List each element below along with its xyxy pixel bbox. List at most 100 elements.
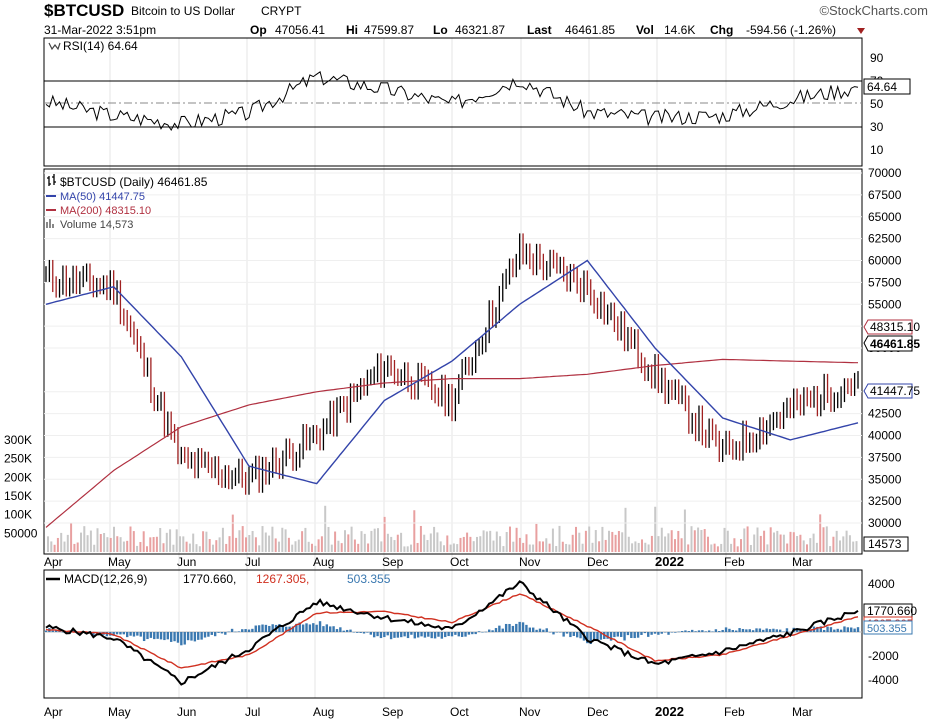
macd-hist-bar: [369, 632, 372, 635]
volume-bar: [419, 525, 422, 552]
volume-bar: [469, 536, 472, 552]
volume-bar: [713, 543, 716, 552]
volume-bar: [492, 540, 495, 552]
x-tick-label: Oct: [450, 555, 469, 569]
macd-hist-bar: [298, 622, 301, 632]
volume-bar: [773, 532, 775, 552]
macd-hist-bar: [122, 632, 126, 635]
x-tick-label: May: [108, 555, 131, 569]
macd-hist-bar: [633, 632, 636, 639]
macd-hist-bar: [552, 632, 555, 635]
volume-bar: [172, 544, 175, 552]
volume-bar: [479, 536, 482, 552]
volume-bar: [208, 539, 211, 552]
macd-hist-bar: [244, 629, 247, 632]
macd-hist-bar: [430, 632, 433, 639]
volume-bar: [581, 543, 584, 552]
last-value: 46461.85: [565, 23, 615, 37]
volume-bar: [601, 526, 604, 552]
volume-bar: [215, 540, 218, 552]
macd-hist-bar: [237, 631, 241, 632]
macd-hist-bar: [278, 624, 281, 632]
macd-hist-bar: [508, 623, 511, 632]
macd-hist-bar: [241, 629, 244, 632]
last-price-tag-box: [863, 335, 913, 352]
rsi-panel-frame: [43, 37, 863, 167]
macd-hist-bar: [839, 629, 843, 632]
volume-bar: [47, 536, 49, 552]
macd-panel-frame: [43, 569, 863, 699]
x-tick-label: Aug: [313, 705, 334, 719]
macd-hist-bar: [139, 632, 142, 637]
macd-hist-bar: [674, 632, 677, 633]
symbol-title: $BTCUSD: [44, 1, 124, 20]
ma200-legend: MA(200) 48315.10: [60, 205, 151, 217]
macd-hist-bar: [362, 632, 366, 634]
macd-hist-bar: [653, 632, 657, 634]
macd-hist-bar: [684, 630, 687, 632]
price-tick-label: 32500: [868, 494, 902, 508]
volume-bar: [281, 527, 284, 552]
macd-hist-bar: [359, 632, 362, 633]
macd-hist-bar: [153, 632, 156, 640]
volume-bars: [47, 505, 858, 552]
volume-bar: [264, 532, 267, 552]
volume-bar: [175, 529, 178, 552]
volume-bar: [575, 526, 577, 552]
x-tick-label: Jun: [177, 705, 196, 719]
macd-hist-bar: [694, 631, 697, 632]
volume-bar: [594, 530, 597, 552]
volume-bar: [50, 541, 53, 552]
volume-bar: [621, 532, 624, 552]
brand-watermark: ©StockCharts.com: [819, 3, 928, 18]
macd-hist-bar: [613, 632, 616, 638]
macd-hist-bar: [315, 624, 318, 632]
volume-bar: [703, 529, 706, 552]
volume-bar: [730, 543, 733, 552]
rsi-axis: 9070503010: [870, 51, 884, 157]
volume-bar: [802, 540, 805, 552]
x-tick-label: Sep: [382, 705, 404, 719]
macd-hist-bar: [714, 629, 718, 632]
volume-bar: [406, 546, 409, 552]
volume-bar: [565, 543, 568, 552]
volume-bar: [109, 537, 112, 552]
macd-hist-bar: [789, 632, 792, 633]
macd-hist-bar: [484, 631, 488, 633]
volume-bar: [829, 546, 832, 552]
volume-bar: [188, 543, 191, 552]
volume-bar: [142, 531, 145, 552]
volume-bar: [746, 526, 749, 552]
volume-bar: [235, 537, 238, 552]
macd-hist-bar: [850, 627, 853, 632]
macd-hist-bar: [305, 623, 308, 632]
macd-hist-bar: [132, 632, 136, 637]
macd-hist-bar: [420, 632, 423, 637]
volume-bar: [792, 532, 795, 552]
volume-bar: [314, 545, 317, 552]
volume-bar: [687, 544, 690, 552]
volume-bar: [634, 541, 637, 552]
macd-hist-bar: [474, 632, 477, 635]
macd-hist-bar: [826, 626, 829, 632]
macd-hist-bar: [163, 632, 166, 641]
volume-bar: [403, 546, 406, 552]
price-legend: $BTCUSD (Daily) 46461.85 MA(50) 41447.75…: [46, 174, 208, 231]
volume-bar: [545, 538, 548, 552]
price-legend-main: $BTCUSD (Daily) 46461.85: [60, 175, 208, 189]
hi-label: Hi: [346, 23, 358, 37]
x-tick-label: Nov: [519, 705, 540, 719]
macd-hist-bar: [565, 632, 569, 634]
volume-bar: [212, 544, 214, 552]
volume-bar: [360, 531, 363, 552]
macd-hist-bar: [312, 623, 315, 632]
macd-hist-bar: [515, 623, 518, 632]
volume-bar: [690, 526, 693, 552]
volume-bar: [271, 526, 274, 552]
volume-bar: [287, 537, 290, 552]
volume-bar: [495, 531, 498, 552]
macd-hist-bar: [301, 624, 305, 632]
volume-bar: [60, 532, 63, 552]
volume-bar: [86, 535, 89, 552]
macd-hist-bar: [660, 632, 663, 634]
